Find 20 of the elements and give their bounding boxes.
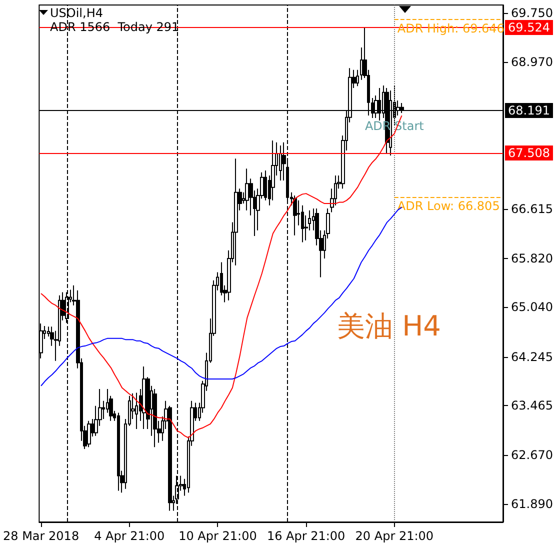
- y-tick-label: 62.670: [511, 448, 553, 462]
- x-tick-label: 4 Apr 21:00: [94, 529, 165, 543]
- y-tick-label: 68.970: [511, 54, 553, 69]
- x-tick-label: 10 Apr 21:00: [178, 529, 257, 543]
- ref-line-label: ADR Low: 66.805: [397, 199, 500, 213]
- ref-line-label: 67.508: [508, 146, 550, 160]
- annotation: 美油 H4: [337, 310, 442, 342]
- y-tick-label: 65.040: [511, 300, 553, 314]
- x-tick-label: 20 Apr 21:00: [355, 529, 434, 543]
- y-tick-label: 61.890: [511, 496, 553, 511]
- chart-title: USOil,H4: [50, 6, 103, 20]
- y-tick-label: 65.820: [511, 252, 553, 266]
- x-tick-label: 28 Mar 2018: [2, 529, 80, 543]
- x-tick-label: 16 Apr 21:00: [266, 529, 346, 543]
- y-tick-label: 63.465: [511, 398, 553, 413]
- ref-line-label: 68.191: [508, 104, 550, 118]
- y-tick-label: 64.245: [511, 350, 553, 364]
- y-tick-label: 69.750: [511, 6, 553, 20]
- y-tick-label: 66.615: [511, 202, 553, 216]
- ref-line-label: 69.524: [508, 20, 550, 34]
